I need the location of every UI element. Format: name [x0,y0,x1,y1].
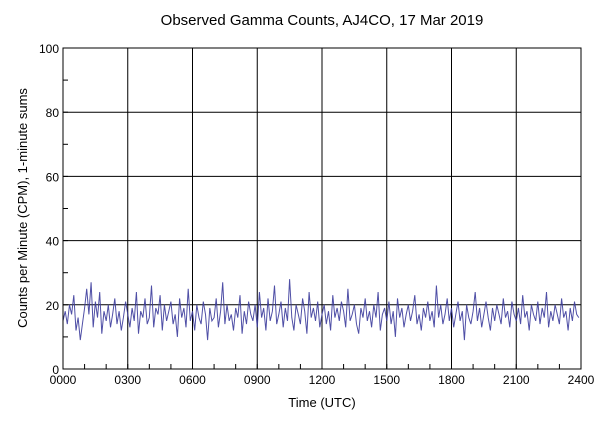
y-axis-label: Counts per Minute (CPM), 1-minute sums [15,88,30,328]
y-tick-label: 40 [46,235,60,249]
axis-ticks: 0000 0300 0600 0900 1200 1500 1800 2100 2400 0 20 4… [39,42,595,387]
y-tick-label: 100 [39,42,59,56]
y-tick-label: 60 [46,170,60,184]
chart-title: Observed Gamma Counts, AJ4CO, 17 Mar 201… [161,12,484,29]
x-tick-label: 1800 [438,373,465,387]
x-tick-label: 0600 [179,373,206,387]
y-tick-label: 80 [46,106,60,120]
x-tick-label: 2100 [503,373,530,387]
x-tick-label: 0000 [50,373,77,387]
x-tick-label: 2400 [568,373,595,387]
x-axis-label: Time (UTC) [288,395,355,410]
series-line-group [62,279,580,341]
x-tick-label: 1200 [309,373,336,387]
x-tick-label: 1500 [373,373,400,387]
y-tick-label: 0 [52,363,59,377]
x-tick-label: 0900 [244,373,271,387]
y-tick-label: 20 [46,299,60,313]
series-line [62,279,580,341]
x-tick-label: 0300 [114,373,141,387]
